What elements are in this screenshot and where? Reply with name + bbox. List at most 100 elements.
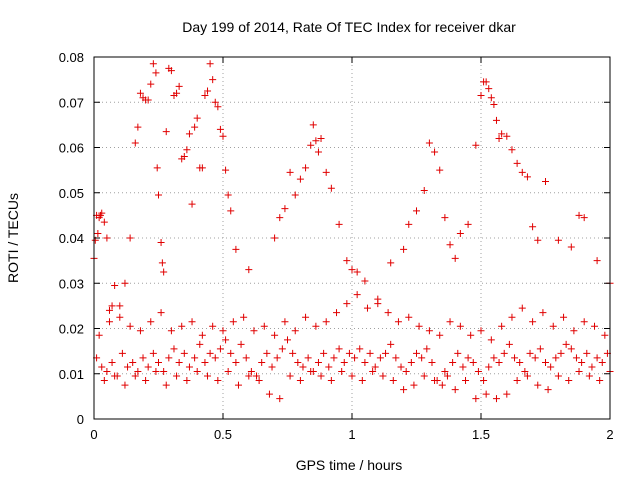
data-point (593, 257, 601, 265)
data-point (175, 82, 183, 90)
data-point (557, 349, 565, 357)
data-point (418, 354, 426, 362)
data-point (158, 259, 166, 267)
y-tick-label: 0.08 (59, 50, 84, 65)
data-point (348, 372, 356, 380)
y-axis-label: ROTI / TECUs (5, 193, 21, 283)
data-point (446, 241, 454, 249)
data-point (296, 377, 304, 385)
data-point (206, 60, 214, 68)
data-point (358, 377, 366, 385)
data-point (153, 164, 161, 172)
data-point (98, 363, 106, 371)
data-point (294, 358, 302, 366)
data-point (142, 377, 150, 385)
data-point (157, 309, 165, 317)
data-point (361, 358, 369, 366)
data-point (363, 304, 371, 312)
data-point (330, 354, 338, 362)
y-tick-label: 0.06 (59, 141, 84, 156)
data-point (116, 313, 124, 321)
data-point (191, 123, 199, 131)
data-point (382, 349, 390, 357)
data-point (379, 372, 387, 380)
data-point (549, 322, 557, 330)
data-point (327, 184, 335, 192)
data-point (209, 322, 217, 330)
data-point (565, 377, 573, 385)
x-tick-label: 0.5 (214, 427, 232, 442)
data-point (477, 91, 485, 99)
data-point (376, 354, 384, 362)
data-point (454, 349, 462, 357)
data-point (387, 340, 395, 348)
data-point (296, 175, 304, 183)
data-point (193, 114, 201, 122)
data-point (103, 234, 111, 242)
data-point (351, 354, 359, 362)
data-point (513, 377, 521, 385)
data-point (152, 69, 160, 77)
data-point (526, 349, 534, 357)
data-point (547, 363, 555, 371)
data-point (216, 125, 224, 133)
data-point (222, 336, 230, 344)
data-point (467, 331, 475, 339)
data-point (180, 349, 188, 357)
data-point (149, 349, 157, 357)
data-point (314, 148, 322, 156)
data-point (585, 372, 593, 380)
data-point (505, 340, 513, 348)
data-point (560, 313, 568, 321)
data-point (413, 207, 420, 215)
data-point (554, 372, 562, 380)
data-point (304, 354, 312, 362)
data-point (423, 345, 431, 353)
data-point (134, 367, 142, 375)
data-point (464, 220, 472, 228)
data-point (167, 67, 175, 75)
data-point (503, 390, 511, 398)
data-point (371, 363, 379, 371)
data-point (451, 386, 459, 394)
data-point (529, 223, 537, 231)
data-point (345, 349, 353, 357)
data-point (402, 367, 410, 375)
data-point (100, 377, 108, 385)
data-point (136, 89, 144, 97)
data-point (95, 331, 103, 339)
data-point (214, 377, 222, 385)
data-point (405, 220, 413, 228)
data-point (492, 116, 500, 124)
data-point (534, 381, 542, 389)
data-point (105, 318, 113, 326)
data-point (188, 318, 196, 326)
data-point (340, 358, 348, 366)
data-point (485, 85, 493, 93)
data-point (118, 349, 126, 357)
data-point (325, 363, 333, 371)
data-point (302, 164, 310, 172)
data-point (436, 166, 444, 174)
data-point (593, 354, 601, 362)
data-point (170, 345, 178, 353)
data-point (464, 354, 472, 362)
data-point (284, 336, 291, 344)
data-point (407, 358, 415, 366)
data-point (260, 322, 268, 330)
data-point (281, 205, 289, 213)
y-tick-labels: 0 0.01 0.02 0.03 0.04 0.05 0.06 0.07 0.08 (59, 50, 84, 427)
data-point (492, 395, 500, 403)
data-point (446, 318, 454, 326)
data-point (314, 358, 322, 366)
data-point (273, 354, 281, 362)
data-point (405, 313, 413, 321)
data-point (198, 331, 206, 339)
data-point (178, 322, 186, 330)
data-point (554, 236, 562, 244)
data-point (490, 101, 498, 109)
data-point (580, 214, 588, 222)
data-point (216, 345, 224, 353)
grid-lines (94, 57, 610, 419)
data-point (227, 349, 235, 357)
